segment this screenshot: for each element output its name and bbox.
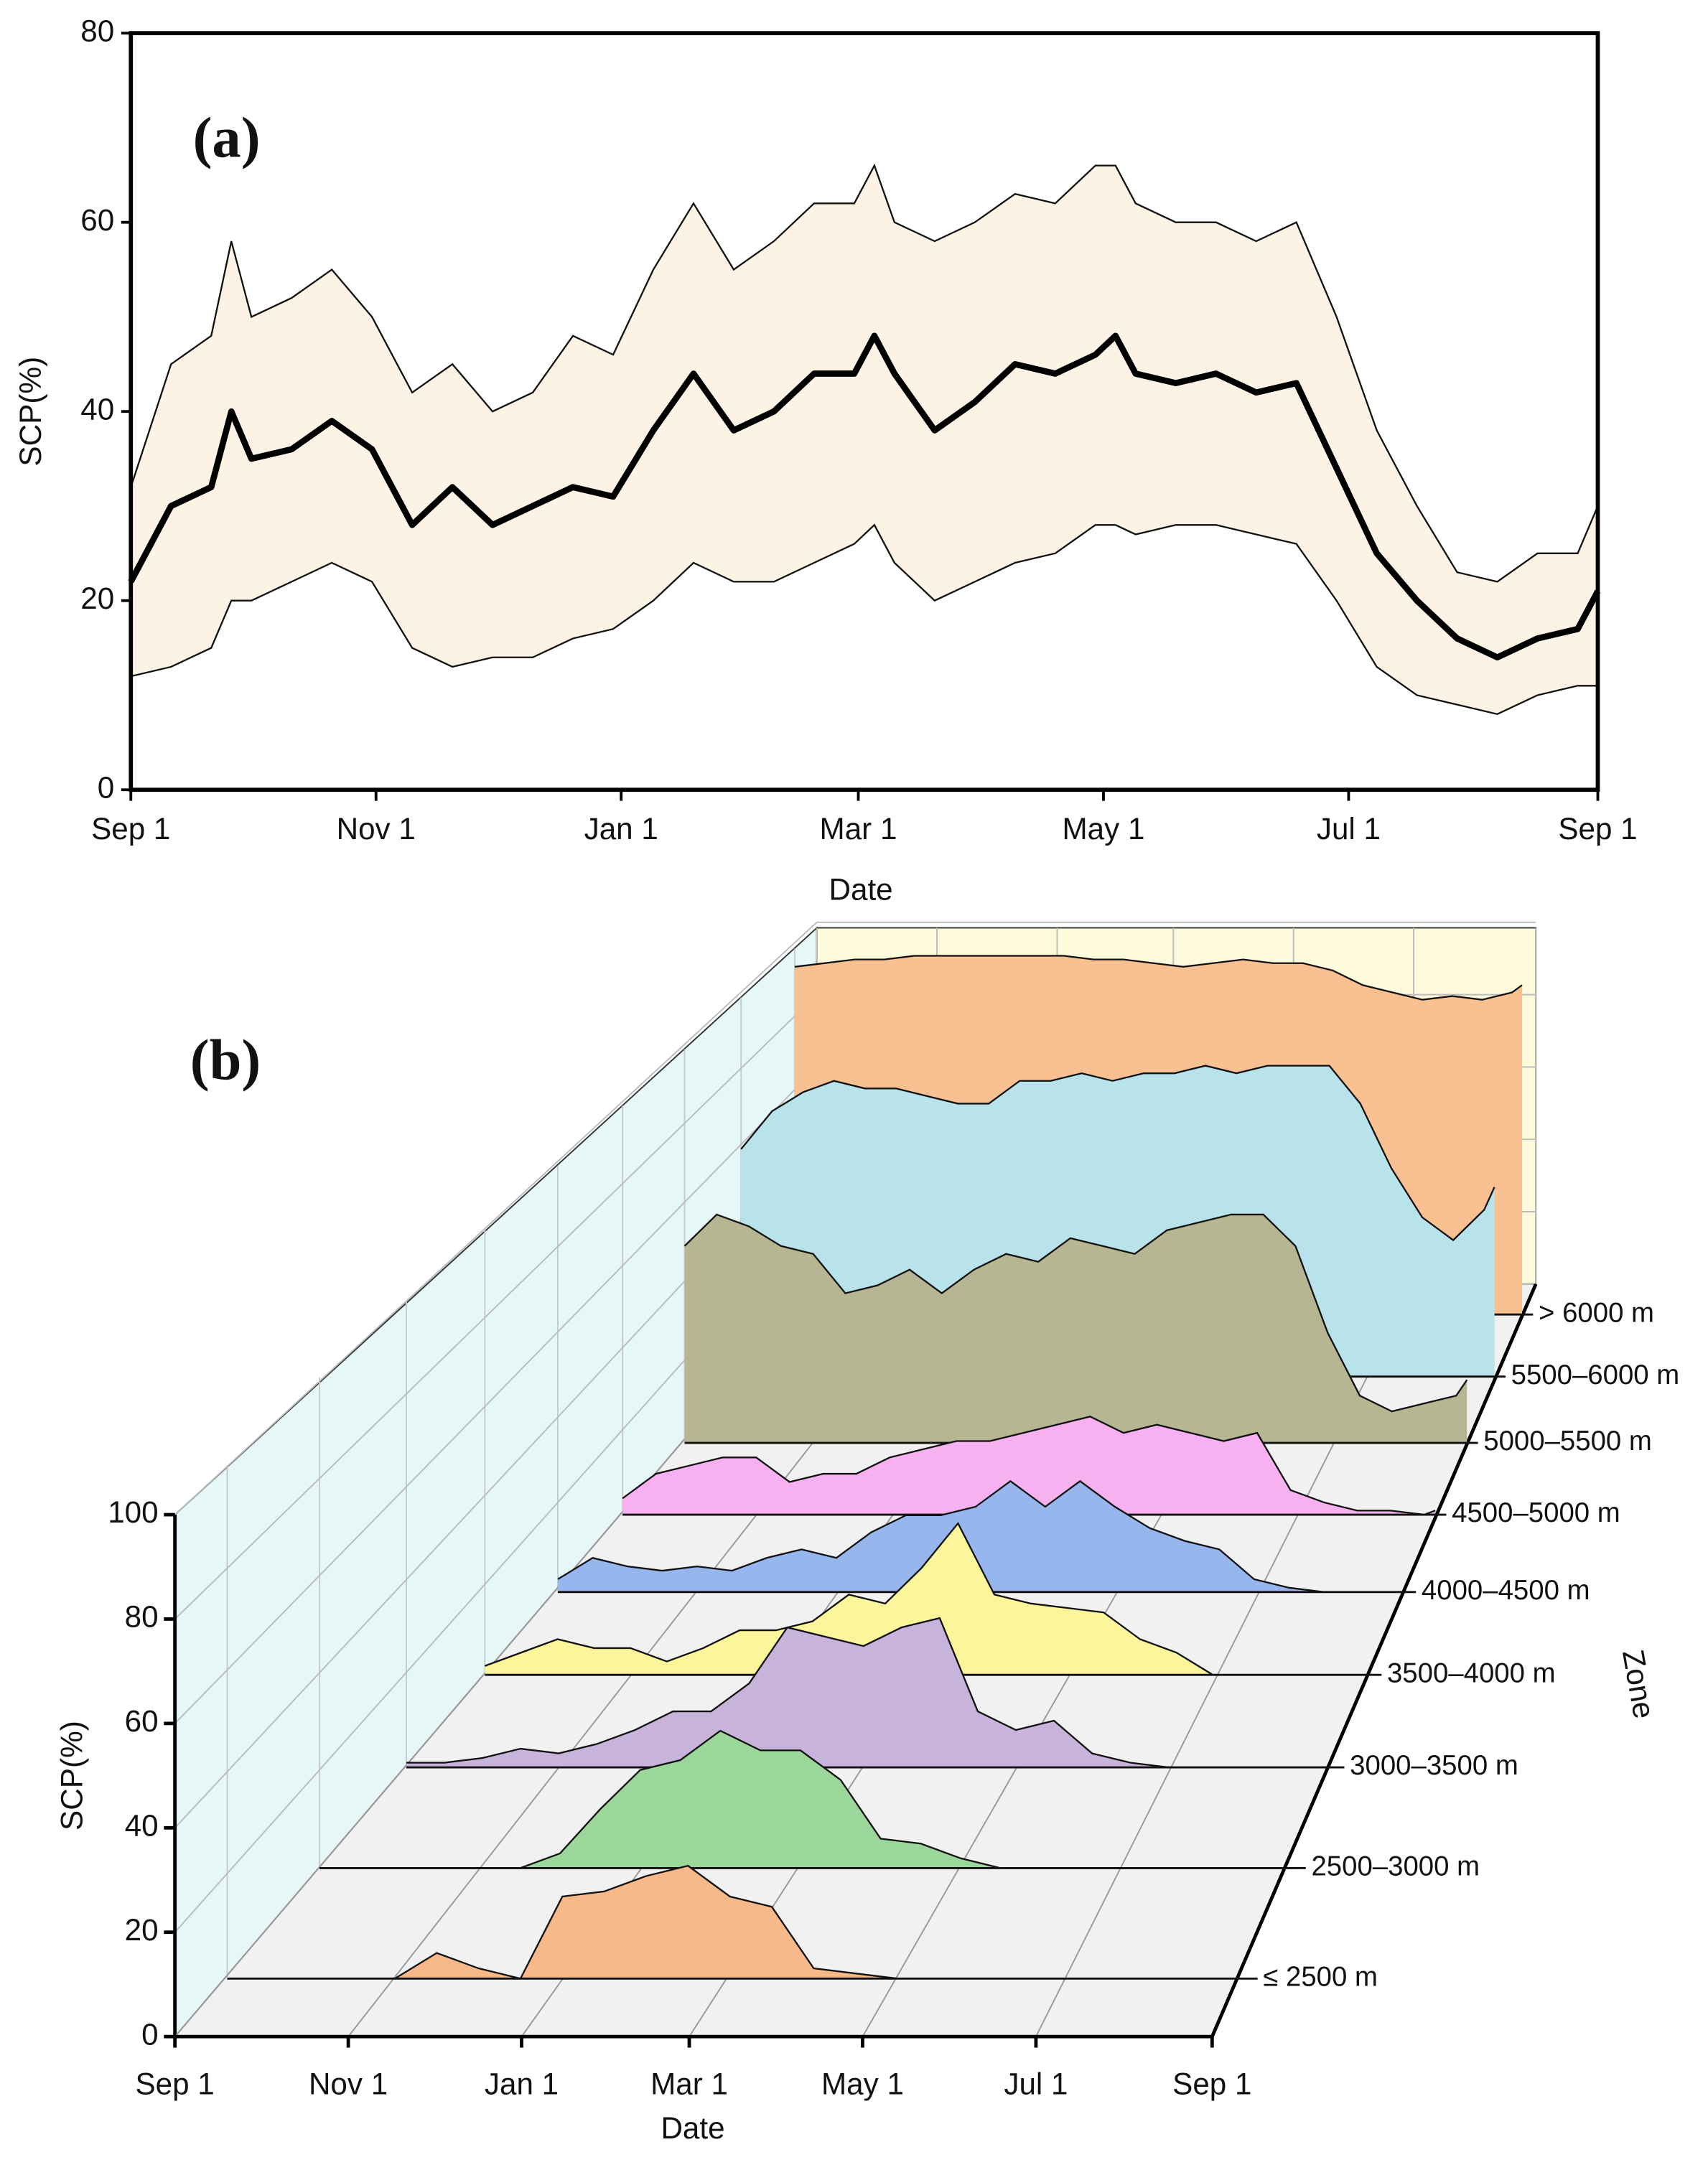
x-tick-label: Jul 1 xyxy=(1004,2067,1068,2100)
x-tick-label: May 1 xyxy=(821,2067,904,2100)
y-tick-label: 40 xyxy=(80,392,114,426)
x-tick-label: Jul 1 xyxy=(1317,812,1381,846)
mean-line xyxy=(128,332,1601,661)
zone-label: > 6000 m xyxy=(1539,1297,1654,1328)
x-tick-label: Mar 1 xyxy=(650,2067,728,2100)
y-axis-label: SCP(%) xyxy=(14,357,47,467)
zone-line xyxy=(622,1416,1436,1516)
x-tick-label: Mar 1 xyxy=(820,812,897,846)
zone-label: 5000–5500 m xyxy=(1483,1426,1652,1456)
y-axis-label: SCP(%) xyxy=(55,1721,89,1830)
x-tick-label: Sep 1 xyxy=(91,812,170,846)
y-tick-label: 0 xyxy=(141,2017,158,2051)
y-tick-label: 20 xyxy=(125,1913,159,1947)
y-tick-label: 60 xyxy=(80,203,114,237)
x-tick-label: Jan 1 xyxy=(485,2067,559,2100)
band-area xyxy=(131,165,1598,714)
band-edge xyxy=(130,523,1598,716)
grid-line xyxy=(174,1066,818,1724)
zone-label: 2500–3000 m xyxy=(1311,1851,1480,1882)
y-tick-label: 20 xyxy=(80,581,114,615)
x-tick-label: Sep 1 xyxy=(1558,812,1637,846)
x-tick-label: Nov 1 xyxy=(309,2067,388,2100)
x-axis-label: Date xyxy=(829,873,893,907)
grid-line xyxy=(174,993,818,1620)
zone-area xyxy=(319,1731,1295,1869)
zone-label: 4500–5000 m xyxy=(1452,1497,1620,1528)
zone-line xyxy=(683,1213,1468,1413)
x-axis-label: Date xyxy=(661,2111,724,2145)
zone-line xyxy=(794,955,1523,1001)
panel-label: (a) xyxy=(193,106,261,169)
y-tick-label: 80 xyxy=(80,14,114,47)
band-edge xyxy=(130,163,1599,583)
zone-line xyxy=(557,1479,1405,1593)
x-tick-label: Jan 1 xyxy=(584,812,658,846)
z-axis-label: Zone xyxy=(1616,1647,1661,1721)
z-axis xyxy=(1210,1283,1538,2038)
zone-label: ≤ 2500 m xyxy=(1263,1961,1378,1992)
y-tick-label: 0 xyxy=(98,770,114,804)
zone-label: 3500–4000 m xyxy=(1387,1657,1556,1688)
y-tick-label: 80 xyxy=(125,1600,159,1634)
zone-area xyxy=(684,1214,1467,1444)
zone-label: 5500–6000 m xyxy=(1511,1360,1680,1390)
zone-line xyxy=(740,1065,1495,1242)
zone-label: 4000–4500 m xyxy=(1422,1575,1590,1606)
x-tick-label: May 1 xyxy=(1063,812,1145,846)
zone-area xyxy=(558,1481,1405,1592)
y-tick-label: 40 xyxy=(125,1808,159,1842)
grid-line xyxy=(174,922,818,1515)
zone-area xyxy=(227,1866,1247,1979)
zone-area xyxy=(406,1618,1334,1768)
x-tick-label: Sep 1 xyxy=(1172,2067,1251,2100)
panel-label: (b) xyxy=(190,1028,261,1092)
y-tick-label: 60 xyxy=(125,1704,159,1738)
zone-area xyxy=(485,1523,1371,1675)
x-tick-label: Sep 1 xyxy=(136,2067,215,2100)
zone-label: 3000–3500 m xyxy=(1350,1750,1518,1781)
x-tick-label: Nov 1 xyxy=(337,812,416,846)
zone-area xyxy=(622,1416,1436,1515)
y-tick-label: 100 xyxy=(108,1495,158,1529)
